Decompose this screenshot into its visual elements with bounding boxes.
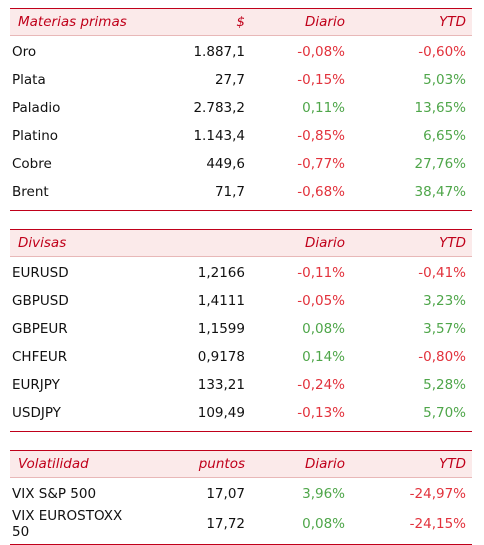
header-cell: Materias primas <box>18 14 127 30</box>
cell-value: -0,60% <box>418 44 466 60</box>
data-row: Paladio 2.783,2 0,11% 13,65% <box>10 94 472 122</box>
row-label: Oro <box>12 44 37 60</box>
cell-value: 1.887,1 <box>193 44 245 60</box>
cell-value: 0,11% <box>302 100 345 116</box>
cell-value: 5,28% <box>423 377 466 393</box>
row-label: Brent <box>12 184 49 200</box>
table: Volatilidad puntos Diario YTD VIX S&P 500 17,… <box>10 450 472 545</box>
cell-value: 0,9178 <box>197 349 245 365</box>
row-label: GBPEUR <box>12 321 68 337</box>
header-cell: Divisas <box>18 235 67 251</box>
data-row: USDJPY 109,49 -0,13% 5,70% <box>10 399 472 427</box>
cell-value: 2.783,2 <box>193 100 245 116</box>
row-label: Paladio <box>12 100 61 116</box>
cell-value: 1,2166 <box>197 265 245 281</box>
row-label: GBPUSD <box>12 293 69 309</box>
cell-value: 17,07 <box>206 486 245 502</box>
row-label: CHFEUR <box>12 349 68 365</box>
header-cell: Diario <box>305 14 345 30</box>
cell-value: 1.143,4 <box>193 128 245 144</box>
row-label: Platino <box>12 128 59 144</box>
header-cell: YTD <box>439 456 466 472</box>
cell-value: 27,76% <box>414 156 466 172</box>
cell-value: 6,65% <box>423 128 466 144</box>
header-row: Materias primas $ Diario YTD <box>10 8 472 36</box>
header-cell: Volatilidad <box>18 456 89 472</box>
cell-value: 38,47% <box>414 184 466 200</box>
cell-value: 449,6 <box>206 156 245 172</box>
cell-value: 0,08% <box>302 516 345 532</box>
row-label: Plata <box>12 72 46 88</box>
header-row: Divisas Diario YTD <box>10 229 472 257</box>
data-row: Brent 71,7 -0,68% 38,47% <box>10 178 472 206</box>
table: Divisas Diario YTD EURUSD 1,2166 -0,11% -0,41%… <box>10 229 472 432</box>
cell-value: -0,05% <box>297 293 345 309</box>
cell-value: 1,4111 <box>197 293 245 309</box>
cell-value: 133,21 <box>197 377 245 393</box>
header-cell: YTD <box>439 14 466 30</box>
data-row: GBPEUR 1,1599 0,08% 3,57% <box>10 315 472 343</box>
row-label: EURJPY <box>12 377 60 393</box>
cell-value: 13,65% <box>414 100 466 116</box>
row-label: USDJPY <box>12 405 61 421</box>
cell-value: -0,41% <box>418 265 466 281</box>
cell-value: -0,15% <box>297 72 345 88</box>
cell-value: 0,08% <box>302 321 345 337</box>
data-row: EURUSD 1,2166 -0,11% -0,41% <box>10 259 472 287</box>
header-cell: Diario <box>305 235 345 251</box>
cell-value: -0,80% <box>418 349 466 365</box>
cell-value: -0,77% <box>297 156 345 172</box>
cell-value: -0,85% <box>297 128 345 144</box>
cell-value: -24,15% <box>409 516 466 532</box>
cell-value: 1,1599 <box>197 321 245 337</box>
cell-value: -0,08% <box>297 44 345 60</box>
cell-value: 3,57% <box>423 321 466 337</box>
data-row: VIX S&P 500 17,07 3,96% -24,97% <box>10 480 472 508</box>
cell-value: -0,13% <box>297 405 345 421</box>
cell-value: 5,03% <box>423 72 466 88</box>
header-cell: puntos <box>198 456 245 472</box>
cell-value: 5,70% <box>423 405 466 421</box>
cell-value: 3,96% <box>302 486 345 502</box>
cell-value: -0,68% <box>297 184 345 200</box>
table: Materias primas $ Diario YTD Oro 1.887,1 -0,08… <box>10 8 472 211</box>
data-row: Platino 1.143,4 -0,85% 6,65% <box>10 122 472 150</box>
data-row: Plata 27,7 -0,15% 5,03% <box>10 66 472 94</box>
data-row: CHFEUR 0,9178 0,14% -0,80% <box>10 343 472 371</box>
cell-value: 109,49 <box>197 405 245 421</box>
cell-value: 71,7 <box>214 184 245 200</box>
data-row: VIX EUROSTOXX 50 17,72 0,08% -24,15% <box>10 508 472 540</box>
cell-value: -0,11% <box>297 265 345 281</box>
row-label: EURUSD <box>12 265 69 281</box>
header-cell: Diario <box>305 456 345 472</box>
data-row: Cobre 449,6 -0,77% 27,76% <box>10 150 472 178</box>
cell-value: 17,72 <box>206 516 245 532</box>
row-label: VIX S&P 500 <box>12 486 97 502</box>
header-row: Volatilidad puntos Diario YTD <box>10 450 472 478</box>
row-label: Cobre <box>12 156 52 172</box>
cell-value: 27,7 <box>214 72 245 88</box>
data-row: GBPUSD 1,4111 -0,05% 3,23% <box>10 287 472 315</box>
cell-value: 3,23% <box>423 293 466 309</box>
row-label: VIX EUROSTOXX 50 <box>12 508 123 540</box>
cell-value: -0,24% <box>297 377 345 393</box>
header-cell: YTD <box>439 235 466 251</box>
header-cell: $ <box>236 14 245 30</box>
data-row: Oro 1.887,1 -0,08% -0,60% <box>10 38 472 66</box>
data-row: EURJPY 133,21 -0,24% 5,28% <box>10 371 472 399</box>
cell-value: 0,14% <box>302 349 345 365</box>
cell-value: -24,97% <box>409 486 466 502</box>
